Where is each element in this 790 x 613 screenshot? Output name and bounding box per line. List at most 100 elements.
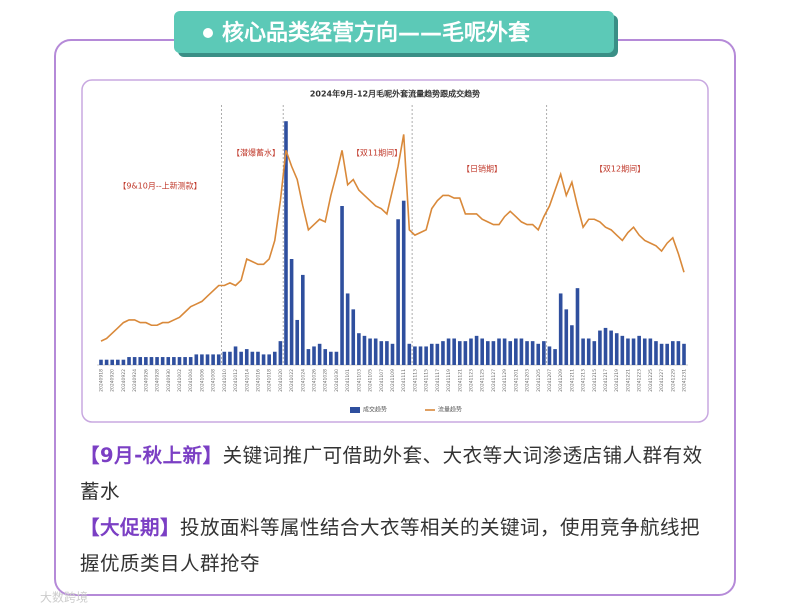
- x-tick-label: 20241012: [233, 369, 239, 392]
- x-tick-label: 20241105: [368, 369, 374, 392]
- bar: [267, 354, 271, 365]
- bar: [256, 351, 260, 365]
- x-tick-label: 20241026: [312, 369, 318, 392]
- bar: [278, 341, 283, 365]
- bar: [121, 359, 126, 365]
- bar: [312, 346, 316, 365]
- bar: [289, 259, 294, 365]
- x-tick-label: 20241219: [614, 369, 620, 392]
- bar: [132, 357, 137, 365]
- x-tick-label: 20241119: [446, 369, 452, 392]
- bar: [418, 346, 423, 365]
- x-tick-label: 20240924: [132, 369, 138, 392]
- note-text: 投放面料等属性结合大衣等相关的关键词，使用竞争航线把握优质类目人群抢夺: [80, 516, 701, 575]
- x-tick-label: 20241231: [682, 369, 688, 392]
- bar: [205, 354, 210, 365]
- chart-card: [81, 79, 709, 423]
- x-tick-label: 20241103: [356, 369, 362, 392]
- x-tick-label: 20241109: [390, 369, 396, 392]
- bar: [385, 341, 389, 365]
- x-tick-label: 20241125: [480, 369, 486, 392]
- bar: [177, 357, 182, 365]
- bar: [424, 346, 428, 365]
- bar: [407, 343, 412, 365]
- bar: [575, 288, 580, 365]
- x-tick-label: 20241024: [300, 369, 306, 392]
- bar: [149, 357, 154, 365]
- x-tick-label: 20241028: [323, 369, 329, 392]
- bar: [598, 330, 602, 365]
- bar: [329, 351, 333, 365]
- bar: [194, 354, 199, 365]
- bar: [301, 274, 305, 365]
- bar: [519, 338, 524, 365]
- x-tick-label: 20241217: [603, 369, 609, 392]
- x-tick-label: 20241201: [513, 369, 519, 392]
- bar: [401, 200, 406, 365]
- bar: [659, 343, 664, 365]
- bar: [340, 206, 344, 365]
- bar: [682, 343, 686, 365]
- x-tick-label: 20241209: [558, 369, 564, 392]
- bar: [200, 354, 204, 365]
- x-tick-label: 20241010: [222, 369, 228, 392]
- x-tick-label: 20241221: [625, 369, 631, 392]
- bar: [648, 338, 653, 365]
- x-tick-label: 20241123: [468, 369, 474, 392]
- watermark: 大数跨境: [40, 590, 88, 605]
- x-tick-label: 20241215: [592, 369, 598, 392]
- bar: [379, 341, 384, 365]
- bar: [127, 357, 131, 365]
- bar: [570, 325, 574, 365]
- bar: [228, 351, 232, 365]
- x-tick-label: 20241117: [435, 369, 441, 392]
- annotation: 【9&10月--上新测款】: [118, 181, 201, 191]
- x-tick-label: 20241225: [648, 369, 654, 392]
- x-tick-label: 20241115: [424, 369, 430, 392]
- bar: [637, 335, 641, 365]
- header-box: [174, 11, 614, 53]
- bar: [547, 346, 552, 365]
- bar: [357, 333, 361, 365]
- bar: [317, 343, 322, 365]
- x-tick-label: 20241006: [199, 369, 205, 392]
- x-tick-label: 20240920: [110, 369, 116, 392]
- x-tick-label: 20241207: [547, 369, 553, 392]
- bar: [373, 338, 378, 365]
- bar: [452, 338, 456, 365]
- x-tick-label: 20240928: [155, 369, 161, 392]
- legend-swatch: [350, 407, 360, 413]
- bar: [104, 359, 109, 365]
- x-tick-label: 20241121: [457, 369, 463, 392]
- bar: [592, 341, 597, 365]
- bar: [609, 330, 613, 365]
- bar: [172, 357, 176, 365]
- bar: [469, 338, 473, 365]
- bar: [665, 343, 669, 365]
- bar: [306, 349, 311, 365]
- bar: [110, 359, 115, 365]
- bar: [166, 357, 171, 365]
- x-tick-label: 20241113: [412, 369, 418, 392]
- x-tick-label: 20241020: [278, 369, 284, 392]
- bar: [239, 351, 243, 365]
- annotation: 【日销期】: [462, 164, 502, 174]
- x-tick-label: 20241227: [659, 369, 665, 392]
- bar: [368, 338, 372, 365]
- bar: [334, 351, 339, 365]
- x-tick-label: 20241004: [188, 369, 194, 392]
- bar: [222, 351, 227, 365]
- x-tick-label: 20240918: [99, 369, 105, 392]
- x-tick-label: 20240922: [121, 369, 127, 392]
- x-tick-label: 20241008: [211, 369, 217, 392]
- bar: [155, 357, 159, 365]
- bar: [233, 346, 238, 365]
- x-tick-label: 20241002: [177, 369, 183, 392]
- bar: [485, 341, 490, 365]
- bar: [211, 354, 215, 365]
- bar: [463, 341, 468, 365]
- note-text: 关键词推广可借助外套、大衣等大词渗透店铺人群有效蓄水: [80, 444, 703, 503]
- x-tick-label: 20241107: [379, 369, 385, 392]
